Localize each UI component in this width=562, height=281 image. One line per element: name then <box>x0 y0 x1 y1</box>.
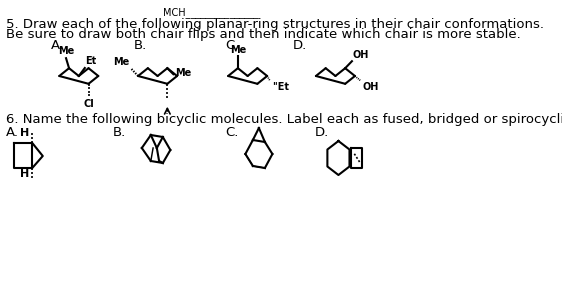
Text: B.: B. <box>112 126 126 139</box>
Text: C.: C. <box>225 126 238 139</box>
Text: Me: Me <box>175 68 191 78</box>
Text: ''Et: ''Et <box>271 82 289 92</box>
Text: Me: Me <box>58 46 74 56</box>
Text: OH: OH <box>353 50 369 60</box>
Text: B.: B. <box>134 39 147 52</box>
Text: Et: Et <box>85 56 97 66</box>
Text: D.: D. <box>293 39 307 52</box>
Text: MCH_______________: MCH_______________ <box>163 7 259 18</box>
Text: Me: Me <box>230 45 246 55</box>
Text: Be sure to draw both chair flips and then indicate which chair is more stable.: Be sure to draw both chair flips and the… <box>6 28 521 41</box>
Text: Cl: Cl <box>83 99 94 109</box>
Text: H: H <box>20 128 29 138</box>
Text: C.: C. <box>225 39 238 52</box>
Text: D.: D. <box>315 126 329 139</box>
Text: A.: A. <box>51 39 64 52</box>
Text: H: H <box>20 169 29 179</box>
Text: 5. Draw each of the following planar-ring structures in their chair conformation: 5. Draw each of the following planar-rin… <box>6 18 544 31</box>
Text: Me: Me <box>113 57 129 67</box>
Text: A.: A. <box>6 126 19 139</box>
Text: OH: OH <box>362 82 379 92</box>
Text: 6. Name the following bicyclic molecules. Label each as fused, bridged or spiroc: 6. Name the following bicyclic molecules… <box>6 113 562 126</box>
